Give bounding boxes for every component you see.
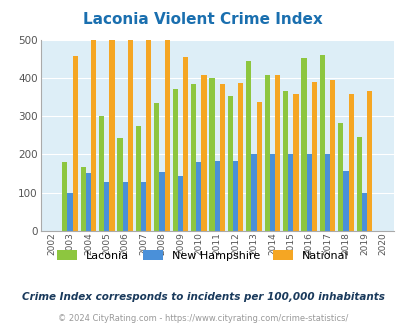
Bar bbox=[264, 75, 269, 231]
Bar bbox=[274, 75, 279, 231]
Bar bbox=[136, 126, 141, 231]
Bar bbox=[141, 182, 146, 231]
Bar bbox=[99, 116, 104, 231]
Bar bbox=[238, 83, 243, 231]
Text: Laconia Violent Crime Index: Laconia Violent Crime Index bbox=[83, 12, 322, 26]
Text: Crime Index corresponds to incidents per 100,000 inhabitants: Crime Index corresponds to incidents per… bbox=[21, 292, 384, 302]
Bar bbox=[196, 162, 201, 231]
Bar bbox=[128, 21, 132, 231]
Bar bbox=[62, 162, 67, 231]
Legend: Laconia, New Hampshire, National: Laconia, New Hampshire, National bbox=[53, 246, 352, 265]
Bar bbox=[67, 193, 72, 231]
Bar bbox=[177, 176, 183, 231]
Bar bbox=[343, 171, 348, 231]
Bar bbox=[109, 21, 114, 231]
Bar bbox=[72, 56, 78, 231]
Bar bbox=[227, 96, 232, 231]
Bar bbox=[288, 154, 293, 231]
Bar bbox=[348, 94, 353, 231]
Bar bbox=[301, 58, 306, 231]
Bar bbox=[91, 31, 96, 231]
Bar bbox=[232, 161, 238, 231]
Bar bbox=[154, 103, 159, 231]
Text: © 2024 CityRating.com - https://www.cityrating.com/crime-statistics/: © 2024 CityRating.com - https://www.city… bbox=[58, 314, 347, 323]
Bar bbox=[269, 154, 274, 231]
Bar bbox=[256, 102, 261, 231]
Bar bbox=[306, 154, 311, 231]
Bar bbox=[164, 40, 169, 231]
Bar bbox=[251, 154, 256, 231]
Bar bbox=[246, 61, 251, 231]
Bar bbox=[159, 173, 164, 231]
Bar bbox=[319, 55, 324, 231]
Bar bbox=[324, 154, 329, 231]
Bar bbox=[172, 89, 177, 231]
Bar bbox=[81, 167, 85, 231]
Bar bbox=[219, 84, 224, 231]
Bar bbox=[282, 91, 288, 231]
Bar bbox=[209, 78, 214, 231]
Bar bbox=[117, 138, 122, 231]
Bar bbox=[191, 83, 196, 231]
Bar bbox=[214, 161, 219, 231]
Bar bbox=[146, 24, 151, 231]
Bar bbox=[356, 137, 361, 231]
Bar bbox=[311, 82, 316, 231]
Bar bbox=[104, 182, 109, 231]
Bar bbox=[361, 193, 366, 231]
Bar bbox=[329, 80, 335, 231]
Bar bbox=[337, 123, 343, 231]
Bar bbox=[85, 173, 91, 231]
Bar bbox=[366, 91, 371, 231]
Bar bbox=[201, 75, 206, 231]
Bar bbox=[122, 182, 128, 231]
Bar bbox=[293, 94, 298, 231]
Bar bbox=[183, 57, 188, 231]
